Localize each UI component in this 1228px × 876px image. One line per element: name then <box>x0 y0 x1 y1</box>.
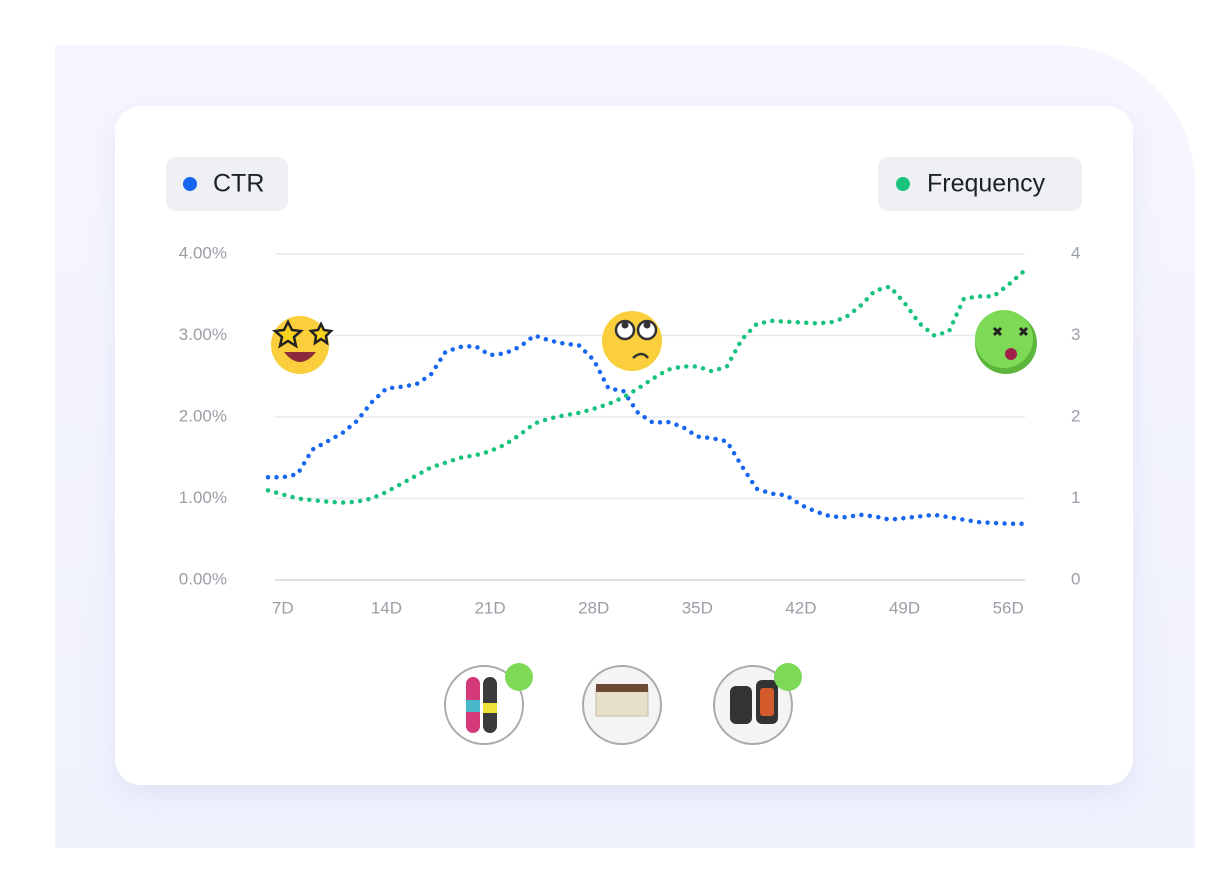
y2-tick-label: 2 <box>1071 406 1080 425</box>
x-tick-label: 7D <box>272 598 294 617</box>
x-tick-label: 21D <box>474 598 505 617</box>
x-tick-label: 49D <box>889 598 920 617</box>
legend-dot <box>183 177 197 191</box>
legend-dot <box>896 177 910 191</box>
emoji-dizzy <box>975 310 1037 374</box>
x-tick-label: 42D <box>785 598 816 617</box>
x-tick-label: 14D <box>371 598 402 617</box>
y-tick-label: 3.00% <box>179 325 227 344</box>
y-tick-label: 2.00% <box>179 406 227 425</box>
y2-tick-label: 0 <box>1071 569 1080 588</box>
card <box>115 106 1133 785</box>
x-tick-label: 56D <box>993 598 1024 617</box>
x-tick-label: 28D <box>578 598 609 617</box>
y2-tick-label: 3 <box>1071 325 1080 344</box>
legend-label: CTR <box>213 170 264 198</box>
y-tick-label: 0.00% <box>179 569 227 588</box>
y2-tick-label: 1 <box>1071 488 1080 507</box>
line-series <box>265 333 1026 527</box>
legend-label: Frequency <box>927 170 1046 198</box>
y-tick-label: 4.00% <box>179 243 227 262</box>
x-tick-label: 35D <box>682 598 713 617</box>
product-thumbnails <box>444 663 802 745</box>
emoji-eye-roll <box>602 311 662 371</box>
legend-pill <box>878 157 1082 211</box>
legend-pill <box>166 157 288 211</box>
legend: CTR Frequency <box>166 157 1082 211</box>
y-tick-label: 1.00% <box>179 488 227 507</box>
emoji-star-eyes <box>271 316 334 374</box>
y2-tick-label: 4 <box>1071 243 1080 262</box>
